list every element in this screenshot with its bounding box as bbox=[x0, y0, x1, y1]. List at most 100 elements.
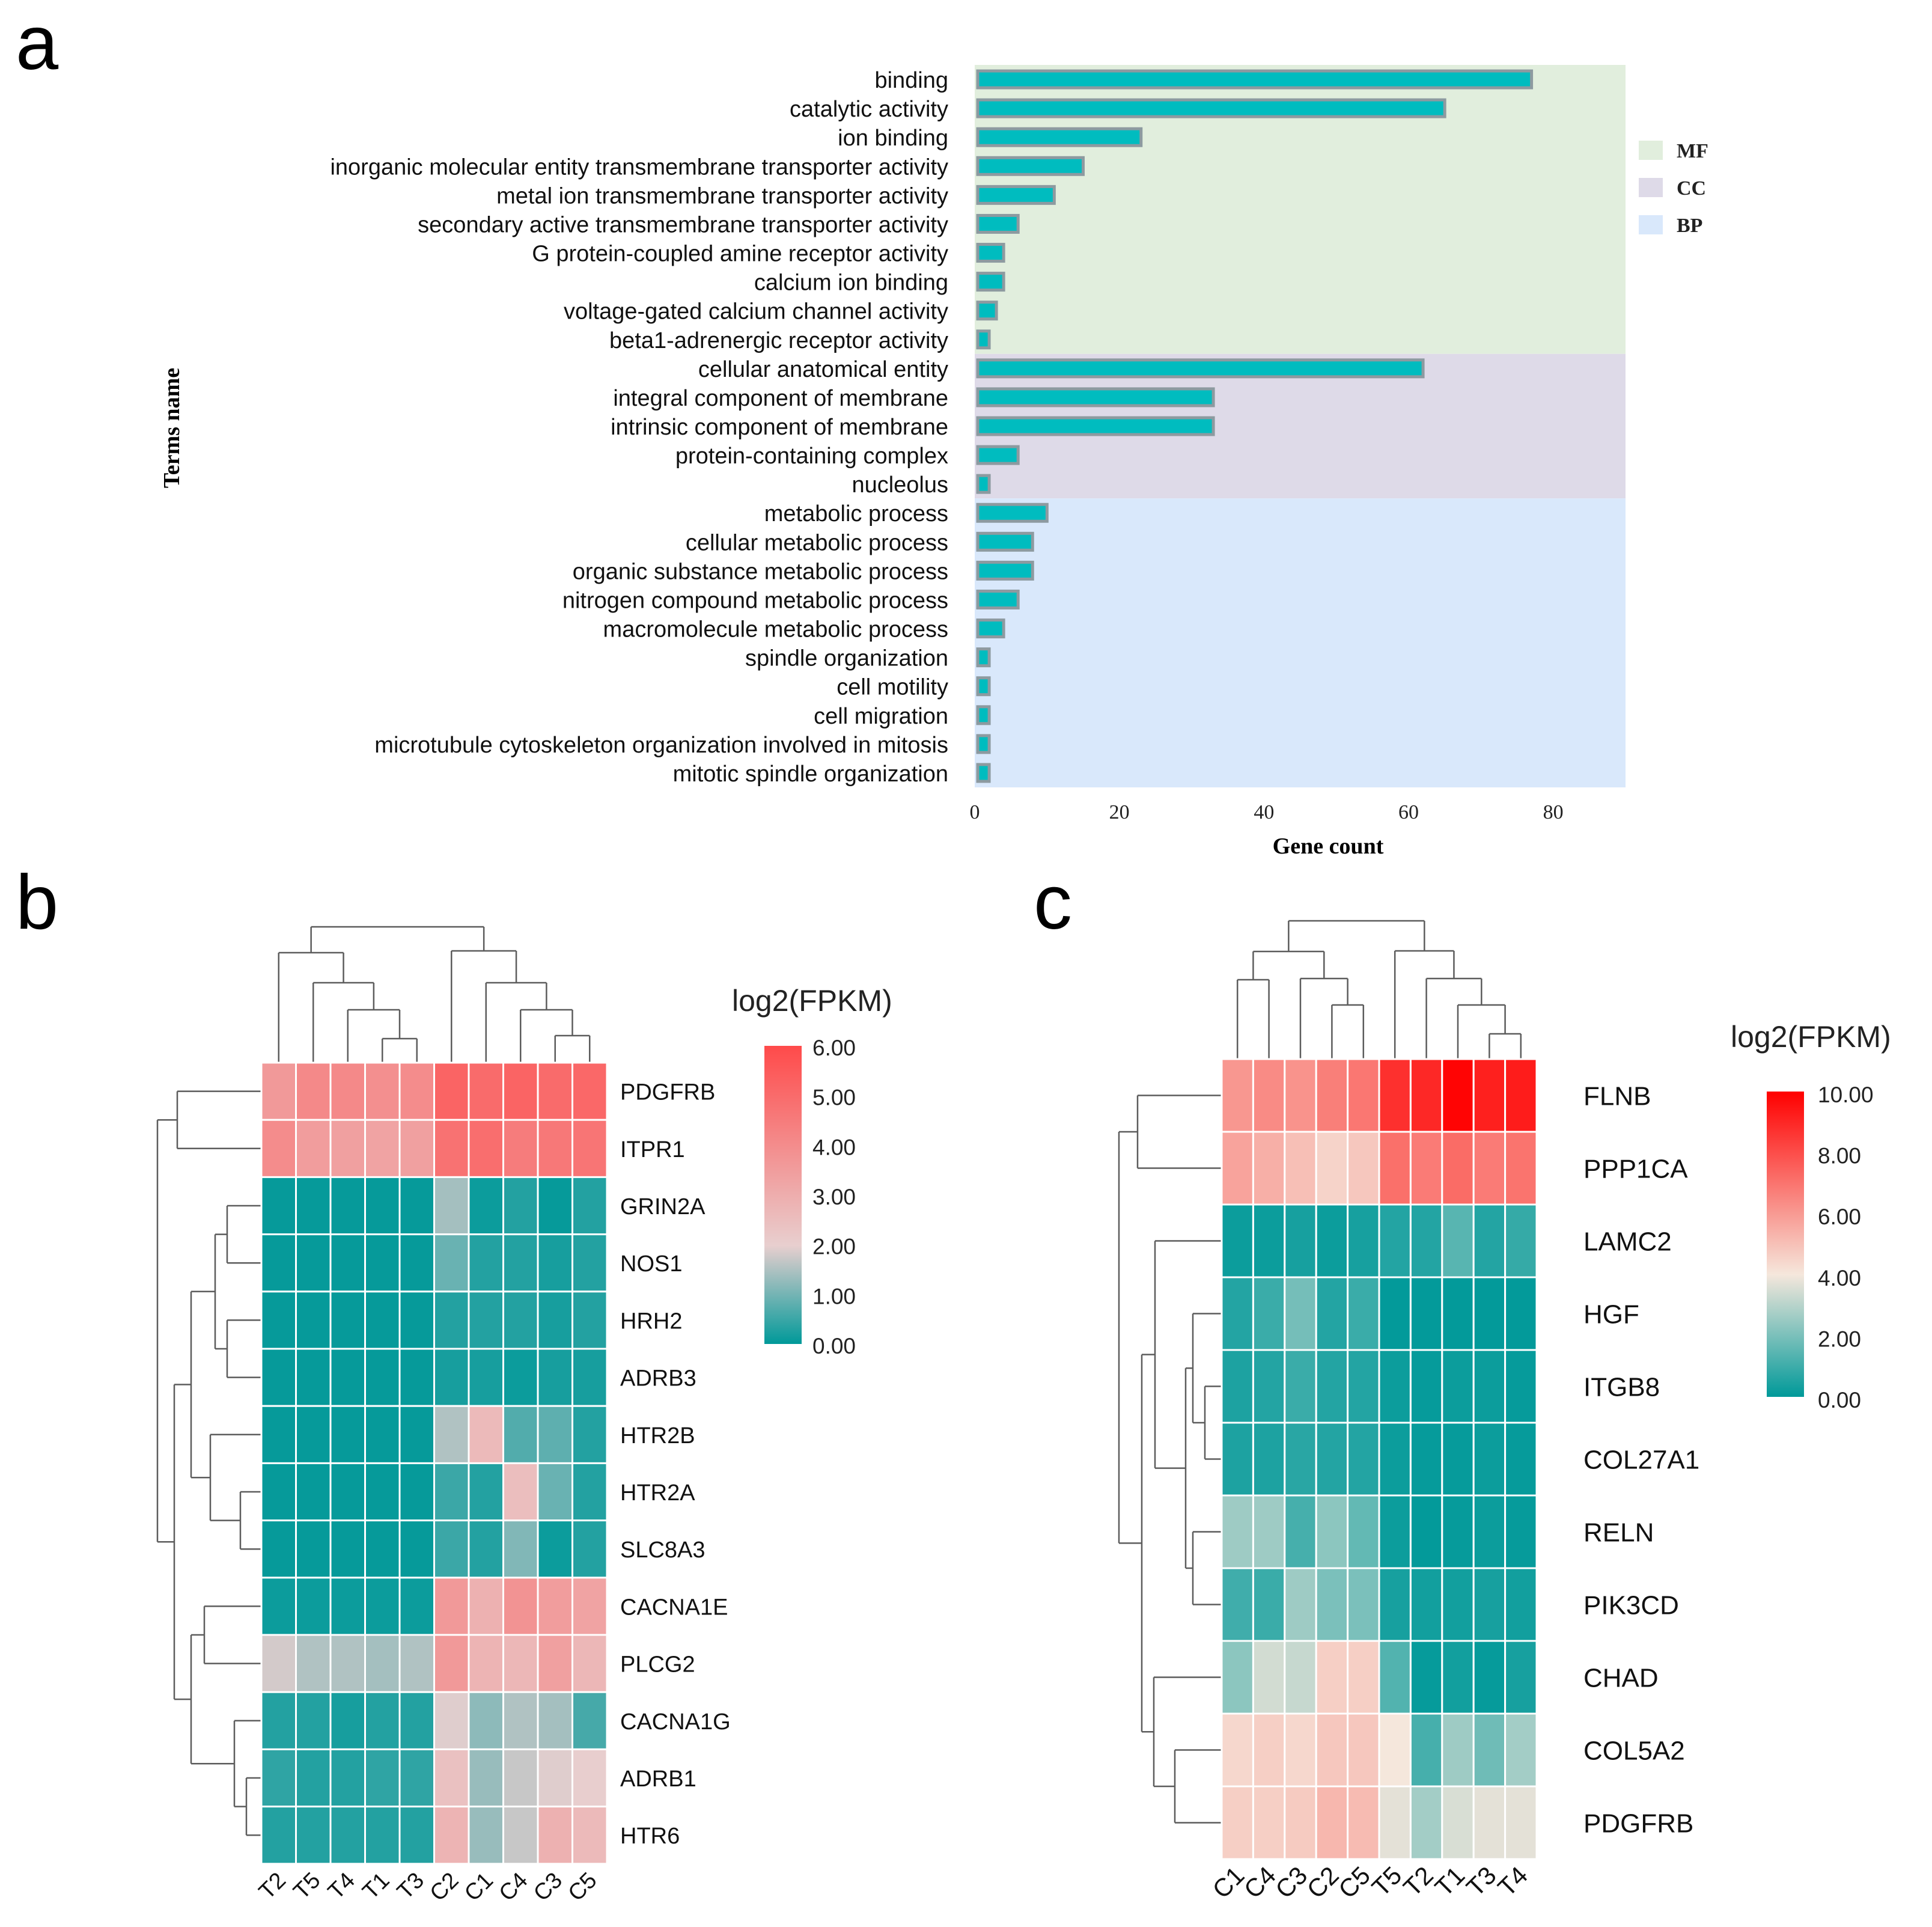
heatmap-cell bbox=[295, 1233, 332, 1293]
category-label: mitotic spindle organization bbox=[673, 762, 948, 787]
heatmap-cell bbox=[1284, 1349, 1317, 1424]
heatmap-cell bbox=[468, 1634, 504, 1693]
row-label: NOS1 bbox=[620, 1251, 682, 1277]
heatmap-cell bbox=[1378, 1567, 1412, 1642]
row-label: HGF bbox=[1583, 1300, 1639, 1330]
heatmap-cell bbox=[398, 1061, 435, 1121]
heatmap-cell bbox=[329, 1061, 366, 1121]
heatmap-cell bbox=[537, 1119, 573, 1178]
heatmap-cell bbox=[1472, 1640, 1507, 1715]
heatmap-cell bbox=[260, 1577, 297, 1636]
heatmap-cell bbox=[1504, 1640, 1538, 1715]
heatmap-cell bbox=[295, 1462, 332, 1522]
heatmap-cell bbox=[364, 1233, 401, 1293]
heatmap-cell bbox=[537, 1348, 573, 1407]
heatmap-cell bbox=[295, 1519, 332, 1579]
category-label: organic substance metabolic process bbox=[573, 559, 948, 584]
heatmap-cell bbox=[571, 1519, 608, 1579]
heatmap-cell bbox=[1504, 1494, 1538, 1569]
x-tick-label: 40 bbox=[1254, 801, 1274, 823]
heatmap-cell bbox=[364, 1290, 401, 1350]
row-label: PIK3CD bbox=[1583, 1591, 1679, 1620]
heatmap-cell bbox=[329, 1519, 366, 1579]
x-tick-label: 80 bbox=[1543, 801, 1564, 823]
heatmap-cell bbox=[1347, 1712, 1380, 1788]
heatmap-cell bbox=[502, 1634, 539, 1693]
heatmap-b: PDGFRB ITPR1 GRIN2A NOS1 HRH2 ADRB3 HTR2B HTR2A… bbox=[156, 926, 892, 1907]
heatmap-cell bbox=[295, 1806, 332, 1865]
row-label: SLC8A3 bbox=[620, 1538, 705, 1563]
heatmap-cell bbox=[537, 1806, 573, 1865]
heatmap-cell bbox=[468, 1462, 504, 1522]
bar bbox=[976, 705, 991, 725]
heatmap-cell bbox=[1315, 1567, 1349, 1642]
heatmap-cell bbox=[329, 1577, 366, 1636]
legend-title: log2(FPKM) bbox=[732, 984, 892, 1018]
heatmap-cell bbox=[329, 1462, 366, 1522]
heatmap-cell bbox=[433, 1061, 470, 1121]
heatmap-cell bbox=[1284, 1567, 1317, 1642]
heatmap-cell bbox=[1252, 1567, 1286, 1642]
row-dendrogram bbox=[156, 1090, 261, 1836]
category-label: metabolic process bbox=[764, 501, 948, 527]
row-dendrogram bbox=[1118, 1095, 1222, 1824]
heatmap-cell bbox=[1409, 1349, 1443, 1424]
heatmap-cell bbox=[1347, 1567, 1380, 1642]
heatmap-cell bbox=[502, 1348, 539, 1407]
heatmap-cell bbox=[1284, 1276, 1317, 1351]
heatmap-cell bbox=[468, 1577, 504, 1636]
scale-tick-label: 2.00 bbox=[812, 1235, 856, 1259]
bar bbox=[976, 502, 1049, 523]
heatmap-cell bbox=[1315, 1131, 1349, 1206]
heatmap-cell bbox=[329, 1691, 366, 1750]
heatmap-cell bbox=[398, 1806, 435, 1865]
heatmap-cell bbox=[1315, 1203, 1349, 1278]
column-label: T5 bbox=[289, 1867, 326, 1904]
bar bbox=[976, 98, 1446, 118]
row-label: HTR6 bbox=[620, 1824, 680, 1849]
heatmap-cell bbox=[1220, 1422, 1254, 1497]
bar bbox=[976, 272, 1005, 292]
heatmap-cell bbox=[364, 1691, 401, 1750]
heatmap-cell bbox=[537, 1519, 573, 1579]
row-label: GRIN2A bbox=[620, 1194, 705, 1220]
color-scale-bar bbox=[764, 1046, 802, 1344]
heatmap-cell bbox=[1504, 1131, 1538, 1206]
heatmap-cell bbox=[1441, 1640, 1475, 1715]
column-label: C4 bbox=[495, 1867, 533, 1906]
heatmap-cell bbox=[1441, 1567, 1475, 1642]
scale-tick-label: 10.00 bbox=[1818, 1083, 1874, 1107]
heatmap-cell bbox=[468, 1806, 504, 1865]
bar bbox=[976, 474, 991, 494]
category-label: metal ion transmembrane transporter acti… bbox=[496, 183, 948, 209]
heatmap-cell bbox=[433, 1577, 470, 1636]
heatmap-cell bbox=[1315, 1712, 1349, 1788]
heatmap-cell bbox=[502, 1176, 539, 1236]
heatmap-cell bbox=[260, 1119, 297, 1178]
column-label: C5 bbox=[564, 1867, 602, 1906]
bar bbox=[976, 560, 1034, 581]
scale-tick-label: 6.00 bbox=[1818, 1205, 1861, 1229]
heatmap-cell bbox=[1220, 1058, 1254, 1133]
heatmap-cell bbox=[260, 1519, 297, 1579]
heatmap-cell bbox=[1252, 1494, 1286, 1569]
heatmap-cell bbox=[1220, 1349, 1254, 1424]
color-scale-bar bbox=[1767, 1092, 1804, 1397]
heatmap-cell bbox=[1220, 1712, 1254, 1788]
heatmap-cell bbox=[1504, 1058, 1538, 1133]
heatmap-cell bbox=[1252, 1058, 1286, 1133]
legend-label: BP bbox=[1677, 215, 1702, 237]
category-label: intrinsic component of membrane bbox=[611, 415, 948, 440]
row-label: ADRB3 bbox=[620, 1366, 696, 1391]
heatmap-cell bbox=[260, 1405, 297, 1464]
column-label: T4 bbox=[323, 1867, 360, 1904]
heatmap-cell bbox=[398, 1176, 435, 1236]
row-label: PDGFRB bbox=[1583, 1809, 1693, 1839]
legend-swatch bbox=[1639, 215, 1663, 234]
heatmap-cell bbox=[1220, 1567, 1254, 1642]
heatmap-cell bbox=[1472, 1276, 1507, 1351]
category-label: beta1-adrenergic receptor activity bbox=[609, 328, 948, 353]
heatmap-cell bbox=[1315, 1058, 1349, 1133]
bar bbox=[976, 213, 1020, 234]
heatmap-cell bbox=[260, 1691, 297, 1750]
